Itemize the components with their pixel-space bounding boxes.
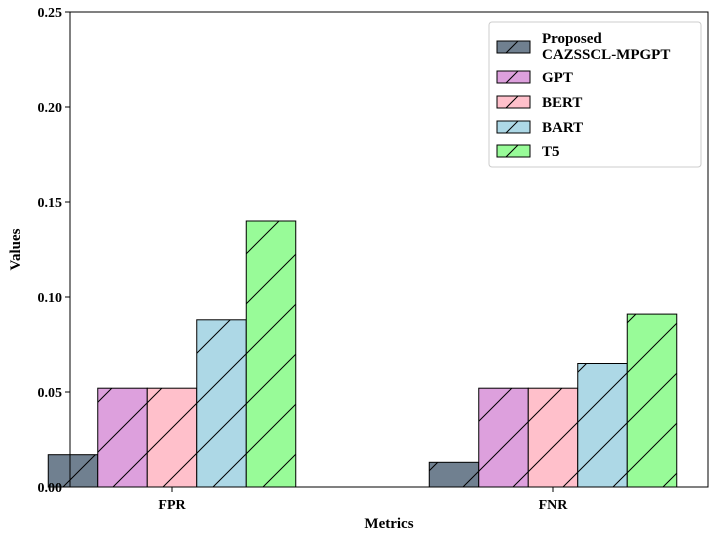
bar-fpr-proposed [47,454,99,488]
legend-swatch-hatch [505,40,519,54]
y-axis-label: Values [8,228,24,270]
bar-fnr-proposed [428,461,480,488]
legend-swatch-hatch [505,120,519,134]
legend-label: BERT [542,95,582,111]
plot-frame [69,11,709,488]
bars-group [47,220,678,488]
legend-box [488,21,702,168]
bar-fnr-t5 [626,313,678,488]
bar-fpr-t5 [245,220,297,488]
legend-label: BART [542,120,583,136]
legend-item: T5 [496,144,560,160]
legend-item: BART [496,120,583,136]
legend-swatch [496,120,531,134]
bar-fpr-gpt [97,387,148,488]
legend-swatch-hatch [505,144,519,158]
legend-label: GPT [542,70,573,86]
y-tick-label: 0.20 [38,101,63,116]
bar-fnr-bert [527,387,579,488]
bar-fpr-bart [196,319,247,488]
y-tick-label: 0.25 [38,6,63,21]
x-tick-label: FPR [158,498,186,513]
x-axis-label: Metrics [364,516,413,532]
bar-fnr-gpt [478,387,529,488]
legend-item: GPT [496,70,573,86]
legend: Proposed CAZSSCL-MPGPT GPT BERT BART T5 [488,21,702,168]
legend-item: Proposed CAZSSCL-MPGPT [496,31,670,63]
bar-fpr-bert [146,387,198,488]
y-tick-label: 0.05 [38,386,63,401]
legend-swatch [496,70,531,84]
y-tick-label: 0.15 [38,196,63,211]
legend-label: Proposed CAZSSCL-MPGPT [542,31,670,63]
legend-label: T5 [542,144,560,160]
y-tick-label: 0.10 [38,291,63,306]
legend-swatch [496,95,531,109]
legend-swatch-hatch [505,95,519,109]
y-axis: 0.00 0.05 0.10 0.15 0.20 0.25 [38,6,70,496]
legend-item: BERT [496,95,582,111]
bar-fnr-bart [577,363,628,488]
legend-swatch [496,144,531,158]
legend-swatch-hatch [505,70,519,84]
legend-swatch [496,40,531,54]
x-axis: FPR FNR [158,487,568,513]
x-tick-label: FNR [539,498,569,513]
y-tick-label: 0.00 [38,481,63,496]
